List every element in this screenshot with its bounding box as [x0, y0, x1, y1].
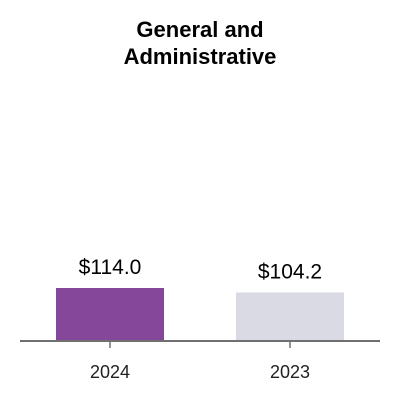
data-label-2023: $104.2 [258, 260, 322, 283]
bar-2023 [236, 292, 344, 340]
x-tick-label-2024: 2024 [90, 362, 130, 382]
bar-2024 [56, 288, 164, 340]
chart-title: General and Administrative [0, 16, 400, 70]
x-tick-label-2023: 2023 [270, 362, 310, 382]
chart-title-line-2: Administrative [123, 44, 277, 69]
chart-title-line-1: General and [136, 17, 264, 42]
x-axis-ticks [109, 341, 291, 348]
labels-group: 2024 $114.0 2023 $104.2 [79, 256, 322, 382]
data-label-2024: $114.0 [79, 256, 142, 279]
bars-group [56, 288, 344, 340]
